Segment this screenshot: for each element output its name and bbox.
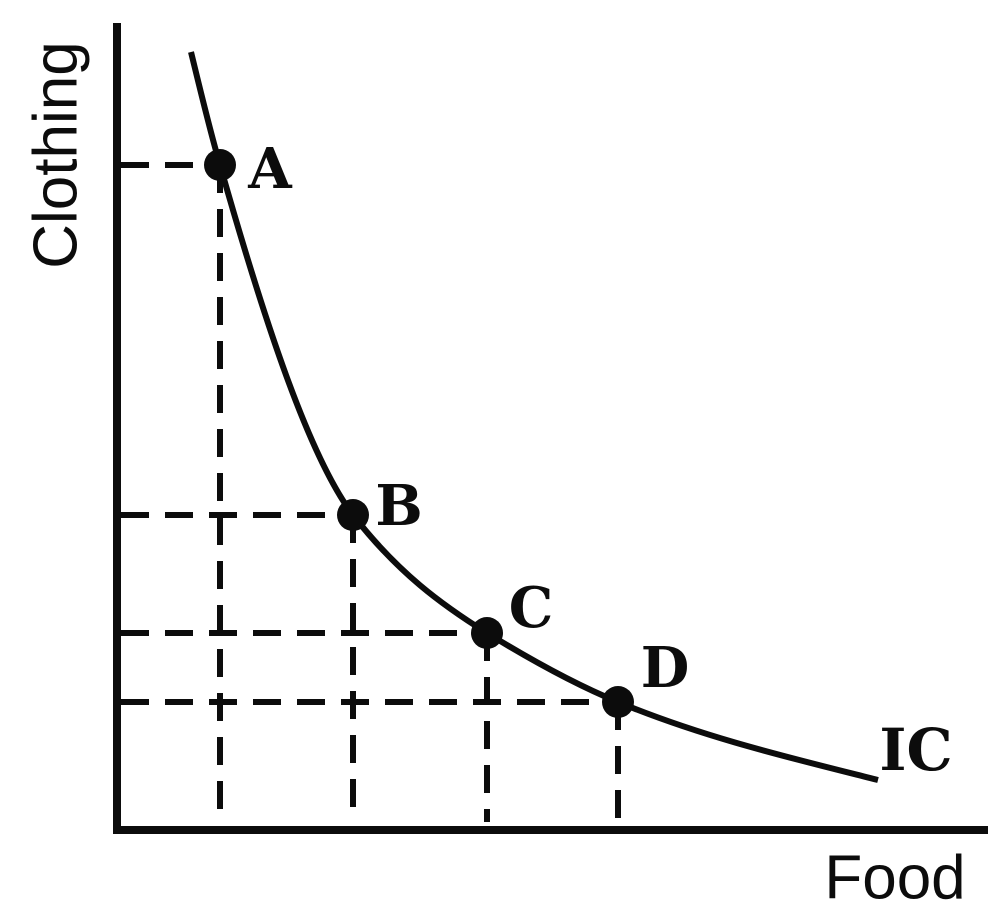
point-D (602, 686, 634, 718)
dashed-guide-lines (121, 162, 621, 822)
point-label-B: B (375, 473, 422, 539)
y-axis-label: Clothing (21, 41, 91, 269)
point-label-A: A (247, 136, 293, 202)
data-points (204, 149, 634, 718)
indifference-curve (188, 51, 879, 783)
point-labels: A B C D (247, 136, 689, 701)
point-label-D: D (641, 635, 690, 701)
point-B (337, 499, 369, 531)
curve-label: IC (879, 716, 953, 784)
x-axis-label: Food (824, 843, 966, 910)
point-C (471, 617, 503, 649)
point-A (204, 149, 236, 181)
point-label-C: C (509, 575, 554, 641)
